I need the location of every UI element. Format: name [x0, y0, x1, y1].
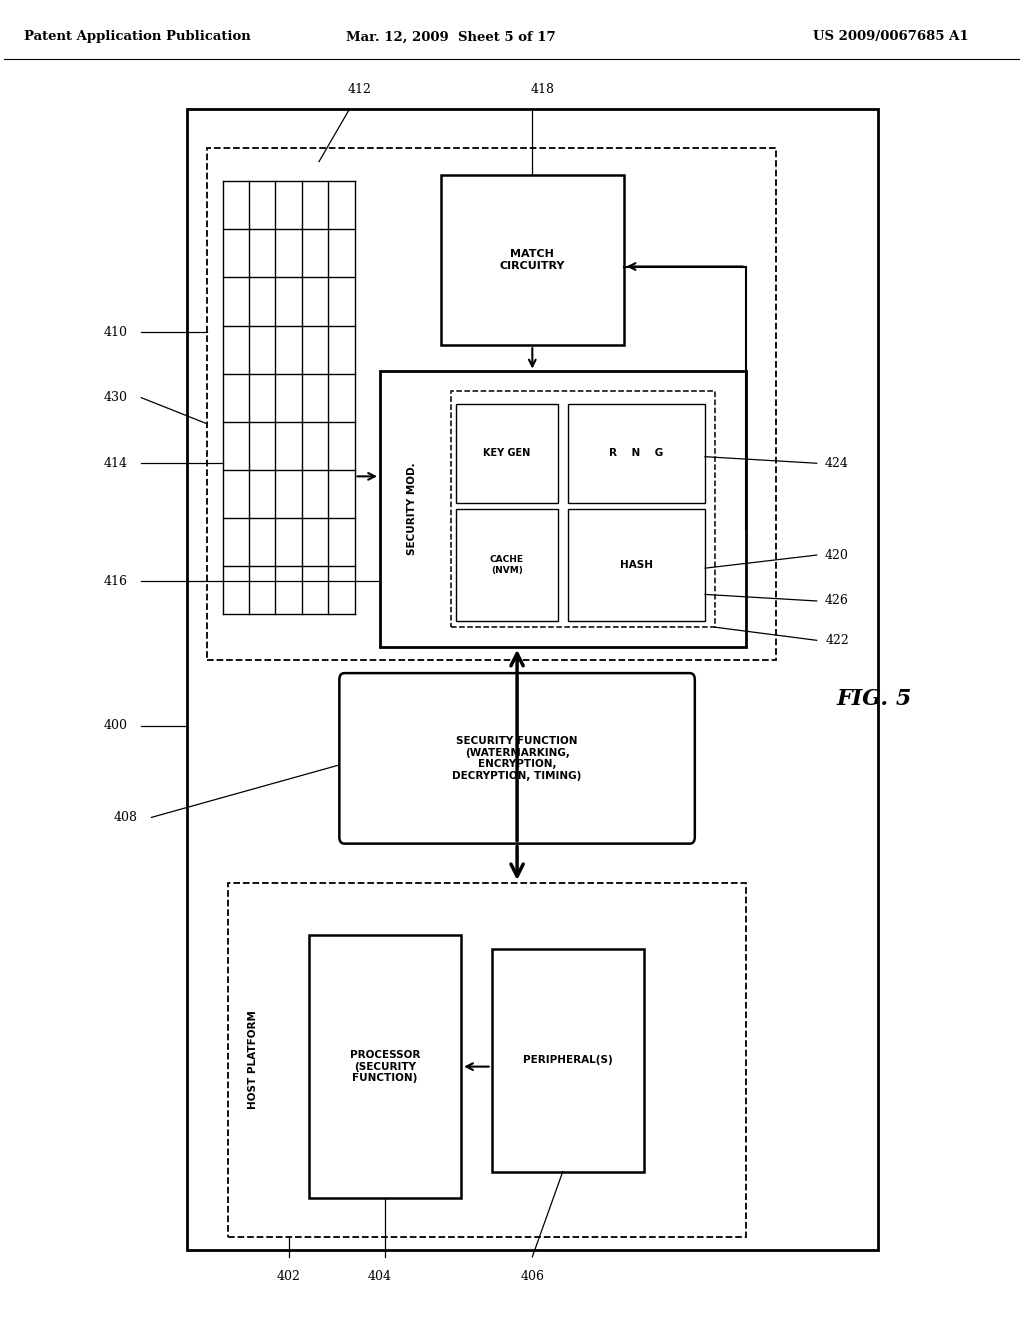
Bar: [456, 404, 558, 503]
Text: HASH: HASH: [620, 560, 653, 570]
Text: 412: 412: [348, 83, 372, 96]
Text: R    N    G: R N G: [609, 449, 664, 458]
Text: 430: 430: [103, 391, 128, 404]
Bar: [492, 949, 644, 1172]
Bar: [309, 936, 461, 1197]
Text: 416: 416: [103, 574, 128, 587]
Text: 404: 404: [368, 1270, 392, 1283]
Text: 400: 400: [103, 719, 128, 733]
Bar: [380, 371, 745, 647]
Text: 406: 406: [520, 1270, 545, 1283]
Text: KEY GEN: KEY GEN: [483, 449, 530, 458]
Text: SECURITY FUNCTION
(WATERMARKING,
ENCRYPTION,
DECRYPTION, TIMING): SECURITY FUNCTION (WATERMARKING, ENCRYPT…: [453, 737, 582, 780]
Text: CACHE
(NVM): CACHE (NVM): [489, 556, 524, 574]
Text: 414: 414: [103, 457, 128, 470]
Bar: [568, 404, 705, 503]
Bar: [441, 174, 624, 346]
Text: MATCH
CIRCUITRY: MATCH CIRCUITRY: [500, 249, 565, 271]
Text: Mar. 12, 2009  Sheet 5 of 17: Mar. 12, 2009 Sheet 5 of 17: [346, 30, 556, 44]
Bar: [227, 883, 745, 1237]
Bar: [456, 510, 558, 620]
Bar: [451, 391, 715, 627]
Text: 402: 402: [276, 1270, 300, 1283]
Text: 424: 424: [825, 457, 849, 470]
Text: 422: 422: [825, 634, 849, 647]
Text: PERIPHERAL(S): PERIPHERAL(S): [523, 1055, 612, 1065]
Text: 420: 420: [825, 549, 849, 561]
Text: 408: 408: [114, 810, 138, 824]
Bar: [568, 510, 705, 620]
Text: US 2009/0067685 A1: US 2009/0067685 A1: [813, 30, 969, 44]
Text: 426: 426: [825, 594, 849, 607]
Text: FIG. 5: FIG. 5: [837, 688, 912, 710]
FancyBboxPatch shape: [339, 673, 695, 843]
Text: 418: 418: [530, 83, 554, 96]
Text: PROCESSOR
(SECURITY
FUNCTION): PROCESSOR (SECURITY FUNCTION): [350, 1049, 420, 1084]
Text: HOST PLATFORM: HOST PLATFORM: [248, 1011, 258, 1110]
Text: SECURITY MOD.: SECURITY MOD.: [408, 463, 418, 556]
Bar: [187, 110, 878, 1250]
Bar: [207, 148, 776, 660]
Text: Patent Application Publication: Patent Application Publication: [25, 30, 251, 44]
Text: 410: 410: [103, 326, 128, 339]
